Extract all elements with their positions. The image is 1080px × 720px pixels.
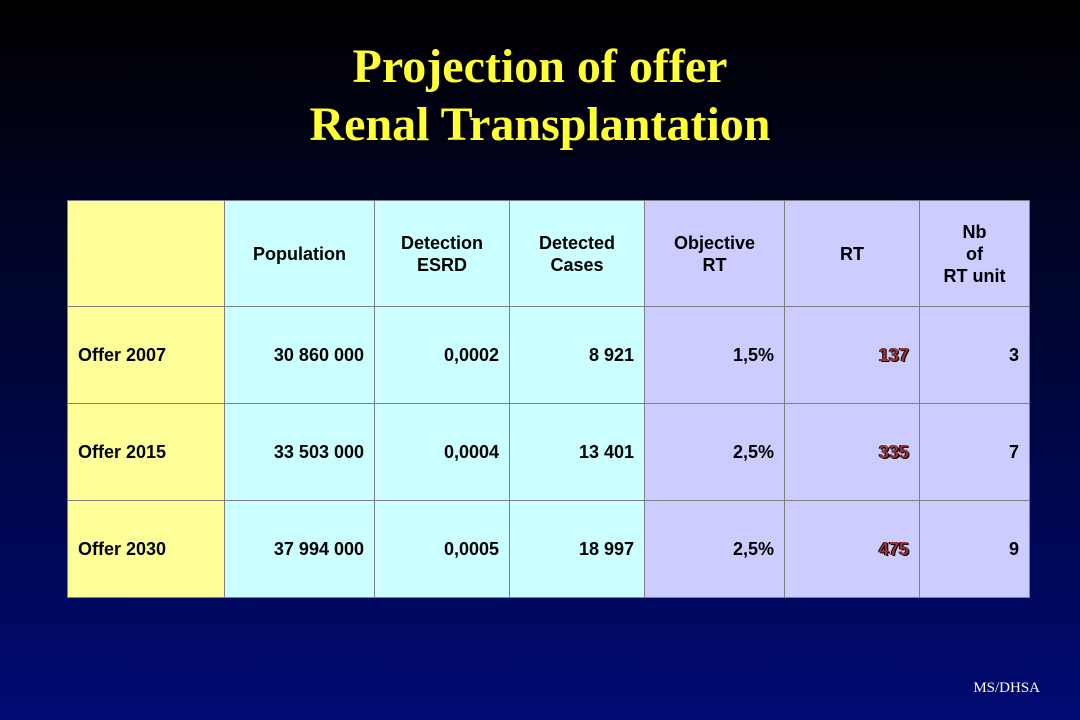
header-detection: Detection ESRD bbox=[374, 200, 510, 307]
row-label: Offer 2007 bbox=[67, 306, 225, 404]
cell-detection: 0,0005 bbox=[374, 500, 510, 598]
row-label: Offer 2015 bbox=[67, 403, 225, 501]
cell-rt-units: 7 bbox=[919, 403, 1030, 501]
table-row: Offer 2030 37 994 000 0,0005 18 997 2,5%… bbox=[67, 500, 1030, 598]
cell-rt-units: 3 bbox=[919, 306, 1030, 404]
row-label: Offer 2030 bbox=[67, 500, 225, 598]
table-row: Offer 2007 30 860 000 0,0002 8 921 1,5% … bbox=[67, 306, 1030, 404]
cell-rt-units: 9 bbox=[919, 500, 1030, 598]
header-population: Population bbox=[224, 200, 375, 307]
slide-title: Projection of offer Renal Transplantatio… bbox=[0, 38, 1080, 154]
header-detection-line-1: Detection bbox=[400, 232, 483, 253]
cell-objective: 2,5% bbox=[644, 403, 785, 501]
cell-rt: 475 bbox=[784, 500, 920, 598]
header-detected-cases: Detected Cases bbox=[509, 200, 645, 307]
table-row: Offer 2015 33 503 000 0,0004 13 401 2,5%… bbox=[67, 403, 1030, 501]
cell-population: 30 860 000 bbox=[224, 306, 375, 404]
cell-population: 37 994 000 bbox=[224, 500, 375, 598]
header-nb-line-3: RT unit bbox=[943, 265, 1006, 286]
projection-table: Population Detection ESRD Detected Cases… bbox=[67, 200, 1030, 598]
cell-detected-cases: 8 921 bbox=[509, 306, 645, 404]
header-detected-line-2: Cases bbox=[550, 254, 604, 275]
cell-rt: 335 bbox=[784, 403, 920, 501]
header-rt: RT bbox=[784, 200, 920, 307]
title-line-1: Projection of offer bbox=[352, 40, 728, 93]
cell-detected-cases: 13 401 bbox=[509, 403, 645, 501]
header-rt-label: RT bbox=[840, 243, 864, 264]
header-population-label: Population bbox=[253, 243, 346, 264]
header-detected-line-1: Detected bbox=[538, 232, 616, 253]
footer-credit: MS/DHSA bbox=[973, 680, 1040, 696]
header-row: Population Detection ESRD Detected Cases… bbox=[67, 200, 1030, 307]
cell-detection: 0,0004 bbox=[374, 403, 510, 501]
cell-objective: 1,5% bbox=[644, 306, 785, 404]
header-objective-line-2: RT bbox=[702, 254, 727, 275]
header-nb-rt-unit: Nb of RT unit bbox=[919, 200, 1030, 307]
title-line-2: Renal Transplantation bbox=[309, 98, 771, 151]
cell-detection: 0,0002 bbox=[374, 306, 510, 404]
header-objective-rt: Objective RT bbox=[644, 200, 785, 307]
cell-detected-cases: 18 997 bbox=[509, 500, 645, 598]
header-objective-line-1: Objective bbox=[673, 232, 756, 253]
cell-population: 33 503 000 bbox=[224, 403, 375, 501]
corner-cell bbox=[67, 200, 225, 307]
header-nb-line-1: Nb bbox=[962, 221, 987, 242]
header-detection-line-2: ESRD bbox=[416, 254, 467, 275]
header-nb-line-2: of bbox=[966, 243, 983, 264]
cell-rt: 137 bbox=[784, 306, 920, 404]
cell-objective: 2,5% bbox=[644, 500, 785, 598]
